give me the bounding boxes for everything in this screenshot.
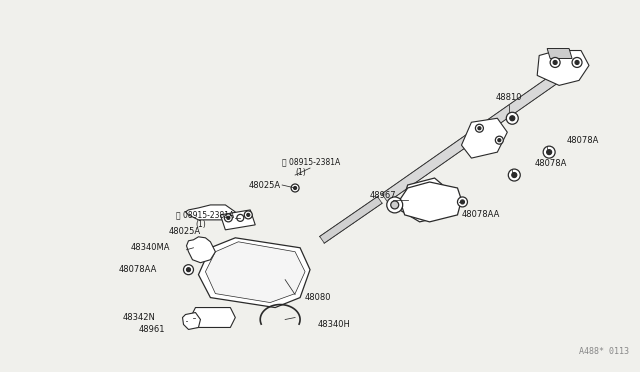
- Circle shape: [476, 124, 483, 132]
- Circle shape: [543, 146, 555, 158]
- Text: 48078AA: 48078AA: [119, 265, 157, 274]
- Polygon shape: [186, 237, 216, 263]
- Circle shape: [547, 150, 552, 155]
- Circle shape: [460, 200, 465, 204]
- Text: A488* 0113: A488* 0113: [579, 347, 629, 356]
- Circle shape: [553, 61, 557, 64]
- Circle shape: [244, 211, 252, 219]
- Text: 48025A: 48025A: [248, 180, 280, 189]
- Polygon shape: [191, 308, 236, 327]
- Text: 48080: 48080: [305, 293, 332, 302]
- Polygon shape: [537, 51, 589, 86]
- Text: 48961: 48961: [139, 325, 165, 334]
- Circle shape: [550, 58, 560, 67]
- Circle shape: [506, 112, 518, 124]
- Polygon shape: [182, 312, 200, 330]
- Polygon shape: [320, 197, 382, 243]
- Circle shape: [495, 136, 503, 144]
- Circle shape: [227, 217, 230, 219]
- Circle shape: [237, 214, 244, 221]
- Text: 48340H: 48340H: [318, 320, 351, 329]
- Circle shape: [225, 214, 232, 222]
- Text: 48342N: 48342N: [123, 313, 156, 322]
- Circle shape: [247, 214, 250, 217]
- Circle shape: [391, 201, 399, 209]
- Circle shape: [498, 139, 501, 142]
- Circle shape: [387, 197, 403, 213]
- Text: 48078AA: 48078AA: [461, 211, 500, 219]
- Circle shape: [184, 265, 193, 275]
- Text: 48025A: 48025A: [168, 227, 201, 236]
- Circle shape: [575, 61, 579, 64]
- Circle shape: [508, 169, 520, 181]
- Text: (1): (1): [195, 220, 206, 230]
- Polygon shape: [220, 210, 255, 230]
- Polygon shape: [382, 68, 567, 202]
- Text: 48810: 48810: [496, 93, 522, 102]
- Text: 48078A: 48078A: [567, 136, 600, 145]
- Polygon shape: [400, 178, 454, 222]
- Text: Ⓜ 08915-2381A: Ⓜ 08915-2381A: [175, 211, 234, 219]
- Text: Ⓜ 08915-2381A: Ⓜ 08915-2381A: [282, 158, 340, 167]
- Polygon shape: [400, 182, 461, 222]
- Circle shape: [572, 58, 582, 67]
- Text: 48078A: 48078A: [534, 158, 566, 167]
- Text: 48967: 48967: [370, 192, 396, 201]
- Circle shape: [510, 116, 515, 121]
- Polygon shape: [406, 183, 449, 218]
- Text: (1): (1): [295, 167, 306, 177]
- Circle shape: [478, 127, 481, 130]
- Circle shape: [512, 173, 516, 177]
- Circle shape: [294, 186, 296, 189]
- Polygon shape: [547, 48, 572, 58]
- Polygon shape: [198, 238, 310, 308]
- Polygon shape: [186, 205, 236, 220]
- Polygon shape: [461, 118, 508, 158]
- Circle shape: [186, 268, 191, 272]
- Circle shape: [458, 197, 467, 207]
- Text: 48340MA: 48340MA: [131, 243, 170, 252]
- Circle shape: [291, 184, 299, 192]
- Polygon shape: [205, 242, 305, 302]
